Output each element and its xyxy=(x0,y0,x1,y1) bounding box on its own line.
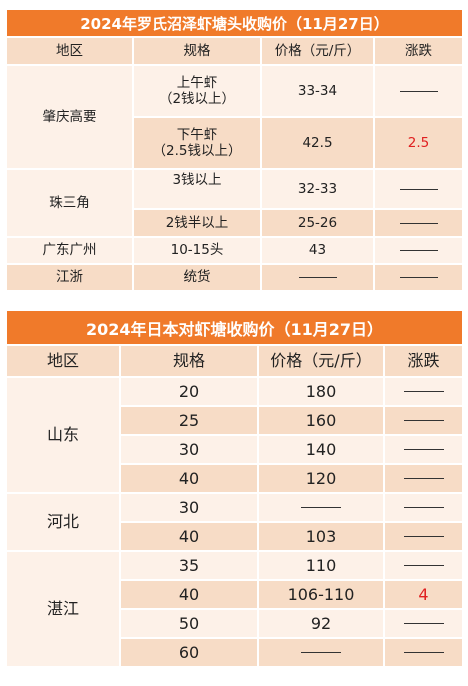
price-cell: 92 xyxy=(259,610,383,637)
region-cell: 湛江 xyxy=(7,552,119,666)
price-cell xyxy=(259,494,383,521)
price-cell: 106-110 xyxy=(259,581,383,608)
region-cell: 江浙 xyxy=(7,265,132,290)
dash-mark xyxy=(403,623,444,624)
table2-title: 2024年日本对虾塘收购价（11月27日） xyxy=(7,311,462,344)
spec-cell: 40 xyxy=(121,581,257,608)
table2-grid: 地区 规格 价格（元/斤） 涨跌 山东 河北 湛江 20 180 25 160 30 14… xyxy=(7,344,462,666)
spec-cell: 40 xyxy=(121,465,257,492)
price-cell: 180 xyxy=(259,378,383,405)
spec-cell: 35 xyxy=(121,552,257,579)
change-cell xyxy=(375,265,462,290)
region-cell: 肇庆高要 xyxy=(7,66,132,168)
dash-mark xyxy=(403,536,444,537)
spec-cell: 60 xyxy=(121,639,257,666)
spec-cell: 40 xyxy=(121,523,257,550)
change-cell xyxy=(385,610,462,637)
spec-cell: 2钱半以上 xyxy=(134,210,260,236)
dash-mark xyxy=(403,420,444,421)
spec-cell: 10-15头 xyxy=(134,238,260,263)
change-cell xyxy=(385,378,462,405)
region-cell: 珠三角 xyxy=(7,170,132,236)
price-cell: 103 xyxy=(259,523,383,550)
spec-cell: 统货 xyxy=(134,265,260,290)
change-cell xyxy=(375,238,462,263)
dash-mark xyxy=(399,222,438,224)
dash-mark xyxy=(403,565,444,566)
rosenbergii-price-table: 2024年罗氏沼泽虾塘头收购价（11月27日） 地区 规格 价格（元/斤） 涨跌… xyxy=(7,10,462,290)
spec-cell: 下午虾 （2.5钱以上） xyxy=(134,118,260,168)
dash-mark xyxy=(399,188,438,190)
dash-mark xyxy=(403,652,444,653)
kuruma-prawn-price-table: 2024年日本对虾塘收购价（11月27日） 地区 规格 价格（元/斤） 涨跌 山… xyxy=(7,311,462,666)
dash-mark xyxy=(399,90,438,92)
price-cell xyxy=(262,265,373,290)
header-spec: 规格 xyxy=(134,38,260,64)
table1-title: 2024年罗氏沼泽虾塘头收购价（11月27日） xyxy=(7,10,462,36)
spec-cell: 30 xyxy=(121,436,257,463)
price-cell: 42.5 xyxy=(262,118,373,168)
spec-cell: 3钱以上 xyxy=(134,170,260,208)
change-cell xyxy=(375,66,462,116)
change-cell xyxy=(385,494,462,521)
change-cell: 2.5 xyxy=(375,118,462,168)
table1-grid: 地区 规格 价格（元/斤） 涨跌 肇庆高要 上午虾 （2钱以上） 33-34 下… xyxy=(7,36,462,290)
price-cell: 160 xyxy=(259,407,383,434)
price-cell: 43 xyxy=(262,238,373,263)
spec-cell: 上午虾 （2钱以上） xyxy=(134,66,260,116)
price-cell: 140 xyxy=(259,436,383,463)
price-cell xyxy=(259,639,383,666)
dash-mark xyxy=(399,277,438,278)
change-cell xyxy=(385,552,462,579)
dash-mark xyxy=(403,478,444,479)
price-cell: 120 xyxy=(259,465,383,492)
header-price: 价格（元/斤） xyxy=(259,346,383,376)
dash-mark xyxy=(298,277,337,278)
price-cell: 32-33 xyxy=(262,170,373,208)
dash-mark xyxy=(301,652,341,653)
price-cell: 33-34 xyxy=(262,66,373,116)
spec-cell: 25 xyxy=(121,407,257,434)
dash-mark xyxy=(403,391,444,392)
dash-mark xyxy=(301,507,341,508)
header-change: 涨跌 xyxy=(385,346,462,376)
change-cell xyxy=(385,407,462,434)
price-cell: 110 xyxy=(259,552,383,579)
header-change: 涨跌 xyxy=(375,38,462,64)
region-cell: 河北 xyxy=(7,494,119,550)
spec-cell: 20 xyxy=(121,378,257,405)
change-cell xyxy=(385,523,462,550)
spec-cell: 30 xyxy=(121,494,257,521)
region-cell: 广东广州 xyxy=(7,238,132,263)
dash-mark xyxy=(399,250,438,251)
change-cell: 4 xyxy=(385,581,462,608)
region-cell: 山东 xyxy=(7,378,119,492)
header-spec: 规格 xyxy=(121,346,257,376)
header-region: 地区 xyxy=(7,38,132,64)
dash-mark xyxy=(403,507,444,508)
header-region: 地区 xyxy=(7,346,119,376)
header-price: 价格（元/斤） xyxy=(262,38,373,64)
price-cell: 25-26 xyxy=(262,210,373,236)
dash-mark xyxy=(403,449,444,450)
change-cell xyxy=(385,436,462,463)
change-cell xyxy=(385,465,462,492)
spec-cell: 50 xyxy=(121,610,257,637)
change-cell xyxy=(375,170,462,208)
change-cell xyxy=(375,210,462,236)
change-cell xyxy=(385,639,462,666)
